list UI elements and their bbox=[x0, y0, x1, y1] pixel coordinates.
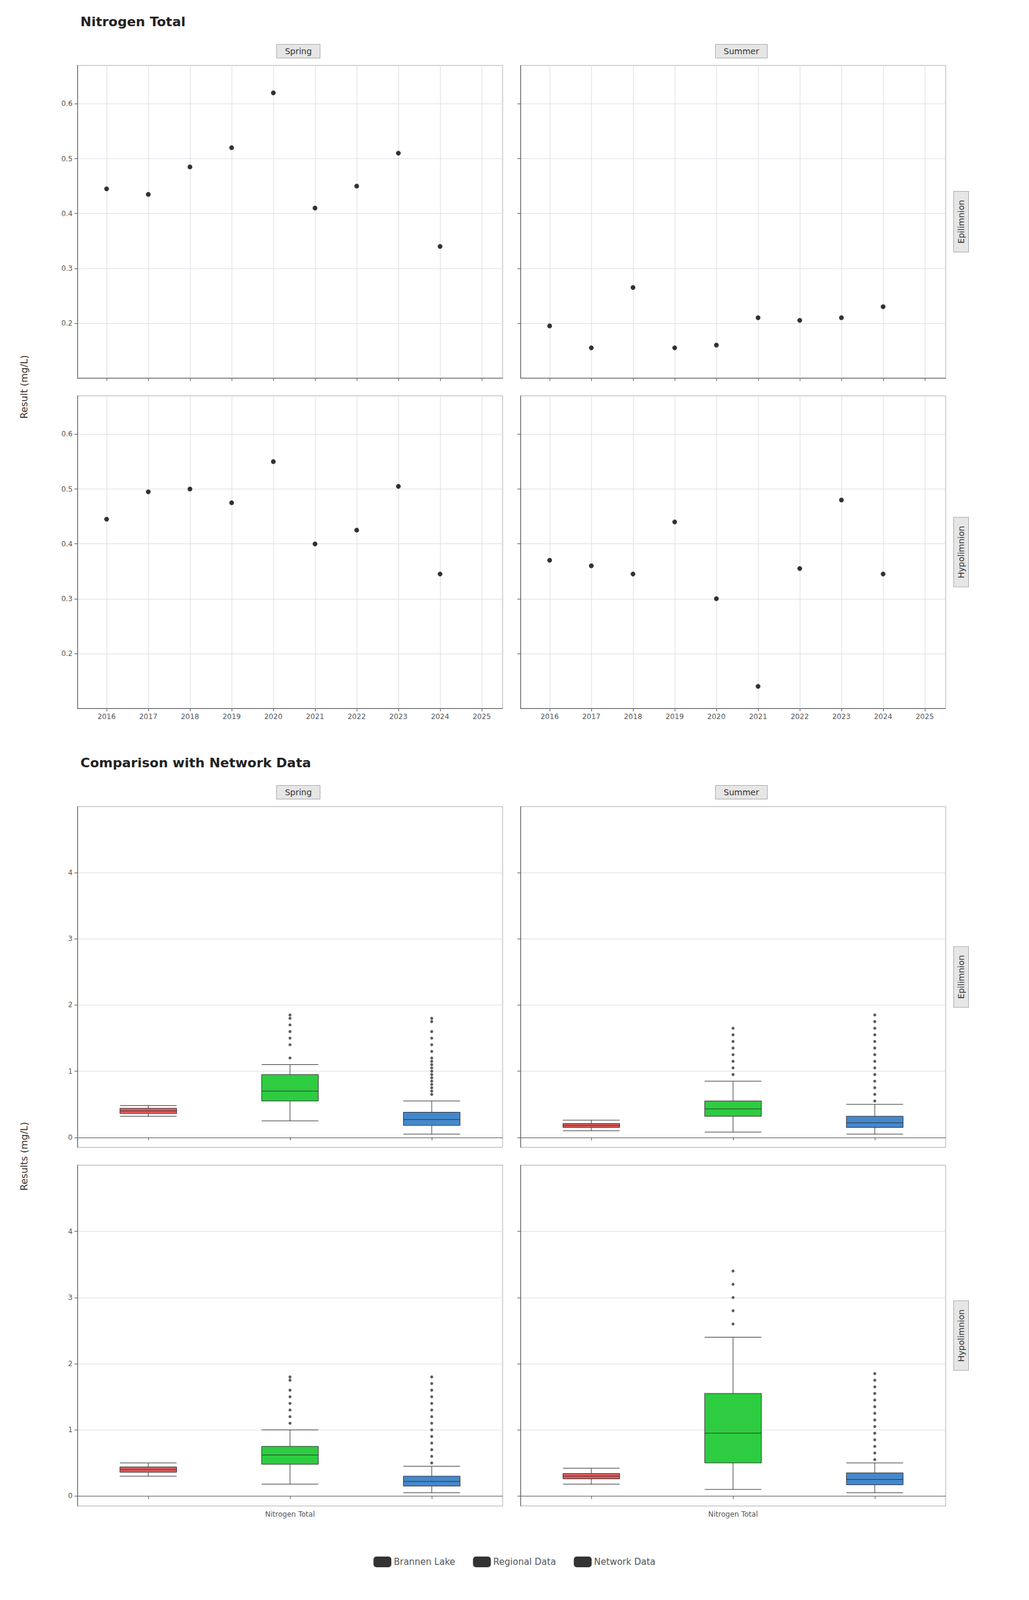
svg-text:Comparison with Network Data: Comparison with Network Data bbox=[80, 755, 311, 771]
svg-text:Nitrogen Total: Nitrogen Total bbox=[708, 1510, 758, 1520]
svg-text:0: 0 bbox=[67, 1133, 73, 1143]
svg-text:2019: 2019 bbox=[222, 712, 242, 722]
svg-text:Brannen Lake: Brannen Lake bbox=[393, 1557, 455, 1568]
svg-text:Epilimnion: Epilimnion bbox=[956, 955, 966, 1000]
svg-text:2020: 2020 bbox=[707, 712, 726, 722]
svg-text:2016: 2016 bbox=[540, 712, 560, 722]
svg-text:2020: 2020 bbox=[264, 712, 283, 722]
svg-text:0.6: 0.6 bbox=[61, 429, 73, 439]
svg-text:4: 4 bbox=[67, 1227, 73, 1237]
svg-text:Summer: Summer bbox=[723, 46, 760, 56]
svg-text:0.6: 0.6 bbox=[61, 99, 73, 108]
svg-text:2025: 2025 bbox=[915, 712, 935, 722]
svg-text:2: 2 bbox=[67, 1001, 73, 1010]
svg-text:Hypolimnion: Hypolimnion bbox=[956, 1310, 966, 1363]
svg-text:2025: 2025 bbox=[472, 712, 492, 722]
svg-text:0.3: 0.3 bbox=[61, 264, 73, 273]
svg-text:2016: 2016 bbox=[97, 712, 117, 722]
svg-text:2022: 2022 bbox=[347, 712, 367, 722]
svg-text:4: 4 bbox=[67, 868, 73, 878]
svg-text:Results (mg/L): Results (mg/L) bbox=[18, 1122, 30, 1191]
svg-text:2021: 2021 bbox=[306, 712, 325, 722]
svg-text:Result (mg/L): Result (mg/L) bbox=[18, 354, 30, 419]
svg-text:0.2: 0.2 bbox=[61, 649, 73, 659]
svg-text:3: 3 bbox=[67, 934, 73, 944]
svg-text:Summer: Summer bbox=[723, 787, 760, 798]
svg-text:Nitrogen Total: Nitrogen Total bbox=[80, 14, 186, 30]
svg-text:2018: 2018 bbox=[624, 712, 643, 722]
svg-text:Spring: Spring bbox=[284, 46, 312, 56]
svg-text:1: 1 bbox=[67, 1067, 73, 1077]
svg-text:2019: 2019 bbox=[665, 712, 685, 722]
svg-text:0: 0 bbox=[67, 1492, 73, 1501]
svg-text:0.4: 0.4 bbox=[61, 209, 73, 218]
svg-text:2022: 2022 bbox=[790, 712, 810, 722]
svg-text:2024: 2024 bbox=[431, 712, 450, 722]
svg-text:2024: 2024 bbox=[874, 712, 893, 722]
svg-text:0.3: 0.3 bbox=[61, 594, 73, 604]
svg-text:2018: 2018 bbox=[181, 712, 200, 722]
svg-text:0.2: 0.2 bbox=[61, 319, 73, 328]
svg-text:2017: 2017 bbox=[139, 712, 158, 722]
svg-text:Hypolimnion: Hypolimnion bbox=[956, 526, 966, 579]
svg-text:0.5: 0.5 bbox=[61, 485, 73, 494]
svg-text:2021: 2021 bbox=[749, 712, 768, 722]
svg-text:Nitrogen Total: Nitrogen Total bbox=[264, 1510, 315, 1520]
svg-text:2023: 2023 bbox=[832, 712, 851, 722]
svg-text:2017: 2017 bbox=[582, 712, 601, 722]
svg-text:3: 3 bbox=[67, 1293, 73, 1303]
svg-text:Epilimnion: Epilimnion bbox=[956, 200, 966, 244]
svg-text:1: 1 bbox=[67, 1426, 73, 1435]
svg-text:Network Data: Network Data bbox=[594, 1557, 656, 1568]
svg-text:0.5: 0.5 bbox=[61, 154, 73, 164]
svg-text:2: 2 bbox=[67, 1360, 73, 1369]
svg-text:0.4: 0.4 bbox=[61, 540, 73, 549]
svg-text:Regional Data: Regional Data bbox=[493, 1557, 556, 1568]
svg-text:2023: 2023 bbox=[389, 712, 408, 722]
svg-text:Spring: Spring bbox=[284, 787, 312, 798]
